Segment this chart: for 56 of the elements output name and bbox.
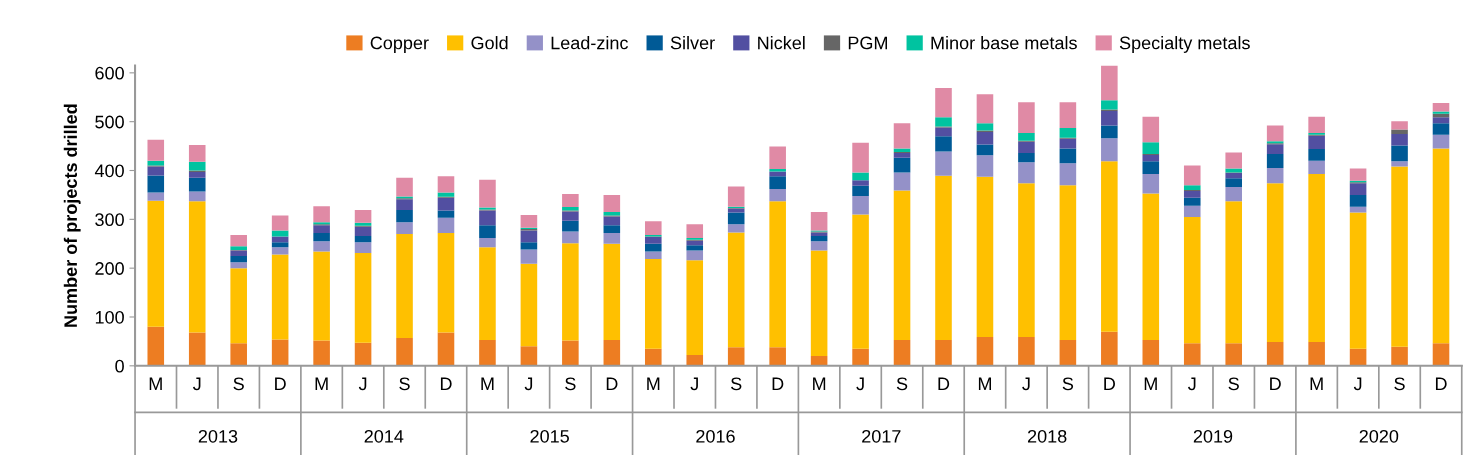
x-tick-label: D bbox=[1270, 377, 1281, 391]
x-tick-label: J bbox=[690, 377, 698, 391]
legend-label: Copper bbox=[370, 36, 429, 53]
y-tick-label: 0 bbox=[115, 359, 124, 373]
x-tick-label: J bbox=[856, 377, 864, 391]
x-tick-label: D bbox=[1104, 377, 1115, 391]
x-tick-label: S bbox=[565, 377, 576, 391]
x-tick-label: S bbox=[1062, 377, 1074, 391]
x-tick-label: J bbox=[1188, 377, 1196, 391]
x-tick-label: J bbox=[1022, 377, 1030, 391]
x-tick-label: S bbox=[896, 377, 908, 391]
x-tick-label: S bbox=[1394, 377, 1405, 391]
x-tick-label: M bbox=[149, 377, 162, 391]
y-axis-title: Number of projects drilled bbox=[63, 104, 81, 327]
x-tick-label: D bbox=[938, 377, 950, 391]
x-tick-label: J bbox=[524, 377, 533, 391]
text: 2014 bbox=[364, 429, 404, 443]
y-tick-label: 300 bbox=[95, 213, 124, 227]
x-tick-label: S bbox=[399, 377, 410, 391]
text: 2019 bbox=[1193, 429, 1233, 443]
x-tick-label: S bbox=[731, 377, 742, 391]
text: 2017 bbox=[862, 429, 901, 443]
y-tick-label: 600 bbox=[95, 66, 124, 80]
x-tick-label: M bbox=[1144, 377, 1157, 391]
x-tick-label: D bbox=[772, 377, 784, 391]
y-tick-label: 400 bbox=[94, 164, 124, 178]
x-tick-label: M bbox=[481, 377, 494, 391]
x-tick-label: S bbox=[1228, 377, 1239, 391]
x-tick-label: D bbox=[275, 377, 286, 391]
x-tick-label: M bbox=[813, 377, 826, 391]
legend-label: PGM bbox=[848, 36, 887, 50]
x-tick-label: M bbox=[978, 377, 991, 391]
x-tick-label: M bbox=[647, 377, 660, 391]
x-tick-label: J bbox=[1353, 377, 1362, 391]
x-tick-label: M bbox=[1310, 377, 1323, 391]
y-tick-label: 500 bbox=[95, 115, 124, 129]
x-tick-label: S bbox=[233, 377, 244, 391]
x-tick-label: D bbox=[1435, 377, 1447, 391]
text: 2016 bbox=[696, 429, 735, 443]
x-tick-label: M bbox=[315, 377, 328, 391]
text: 2013 bbox=[198, 429, 238, 443]
y-tick-label: 100 bbox=[95, 310, 124, 324]
text: 2018 bbox=[1027, 429, 1067, 443]
legend-label: Specialty metals bbox=[1119, 36, 1250, 53]
x-tick-label: D bbox=[440, 377, 452, 391]
x-tick-label: D bbox=[606, 377, 618, 391]
x-tick-label: J bbox=[358, 377, 367, 391]
y-tick-label: 200 bbox=[95, 262, 124, 275]
x-tick-label: J bbox=[193, 377, 201, 391]
text: 2015 bbox=[530, 429, 569, 443]
legend-label: Lead-zinc bbox=[551, 36, 628, 50]
legend-label: Silver bbox=[670, 36, 715, 50]
legend-label: Minor base metals bbox=[931, 36, 1077, 50]
text: 2020 bbox=[1359, 429, 1399, 443]
legend-label: Gold bbox=[471, 36, 508, 50]
legend-label: Nickel bbox=[758, 36, 805, 50]
